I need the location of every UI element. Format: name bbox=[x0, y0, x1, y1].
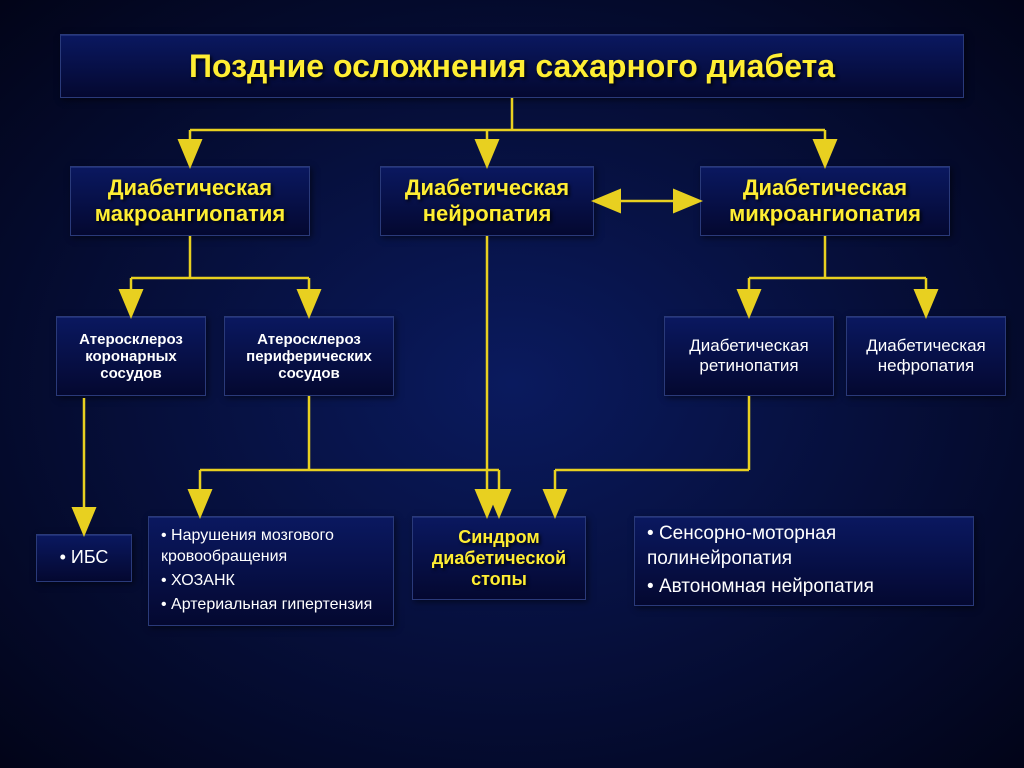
peripheral-list-item: ХОЗАНК bbox=[161, 570, 381, 592]
neuro-list: Сенсорно-моторная полинейропатия Автоном… bbox=[647, 521, 961, 602]
node-neuro-list: Сенсорно-моторная полинейропатия Автоном… bbox=[634, 516, 974, 606]
node-coronary: Атеросклероз коронарных сосудов bbox=[56, 316, 206, 396]
node-diabetic-foot: Синдром диабетической стопы bbox=[412, 516, 586, 600]
label-neuro: Диабетическая нейропатия bbox=[405, 175, 569, 227]
label-ibs: ИБС bbox=[60, 545, 109, 569]
node-ibs: ИБС bbox=[36, 534, 132, 582]
title-box: Поздние осложнения сахарного диабета bbox=[60, 34, 964, 98]
label-foot: Синдром диабетической стопы bbox=[432, 527, 566, 590]
label-retino: Диабетическая ретинопатия bbox=[689, 336, 808, 376]
title-text: Поздние осложнения сахарного диабета bbox=[189, 48, 835, 85]
node-nephropathy: Диабетическая нефропатия bbox=[846, 316, 1006, 396]
label-nephro: Диабетическая нефропатия bbox=[866, 336, 985, 376]
label-micro: Диабетическая микроангиопатия bbox=[729, 175, 921, 227]
node-peripheral: Атеросклероз периферических сосудов bbox=[224, 316, 394, 396]
peripheral-list-item: Артериальная гипертензия bbox=[161, 594, 381, 616]
node-peripheral-list: Нарушения мозгового кровообращения ХОЗАН… bbox=[148, 516, 394, 626]
peripheral-list-item: Нарушения мозгового кровообращения bbox=[161, 525, 381, 568]
neuro-list-item: Сенсорно-моторная полинейропатия bbox=[647, 521, 961, 572]
node-microangiopathy: Диабетическая микроангиопатия bbox=[700, 166, 950, 236]
neuro-list-item: Автономная нейропатия bbox=[647, 574, 961, 600]
node-macroangiopathy: Диабетическая макроангиопатия bbox=[70, 166, 310, 236]
node-retinopathy: Диабетическая ретинопатия bbox=[664, 316, 834, 396]
label-macro: Диабетическая макроангиопатия bbox=[95, 175, 285, 227]
node-neuropathy: Диабетическая нейропатия bbox=[380, 166, 594, 236]
label-peripheral: Атеросклероз периферических сосудов bbox=[246, 331, 372, 382]
peripheral-list: Нарушения мозгового кровообращения ХОЗАН… bbox=[161, 525, 381, 617]
label-coronary: Атеросклероз коронарных сосудов bbox=[79, 331, 183, 382]
